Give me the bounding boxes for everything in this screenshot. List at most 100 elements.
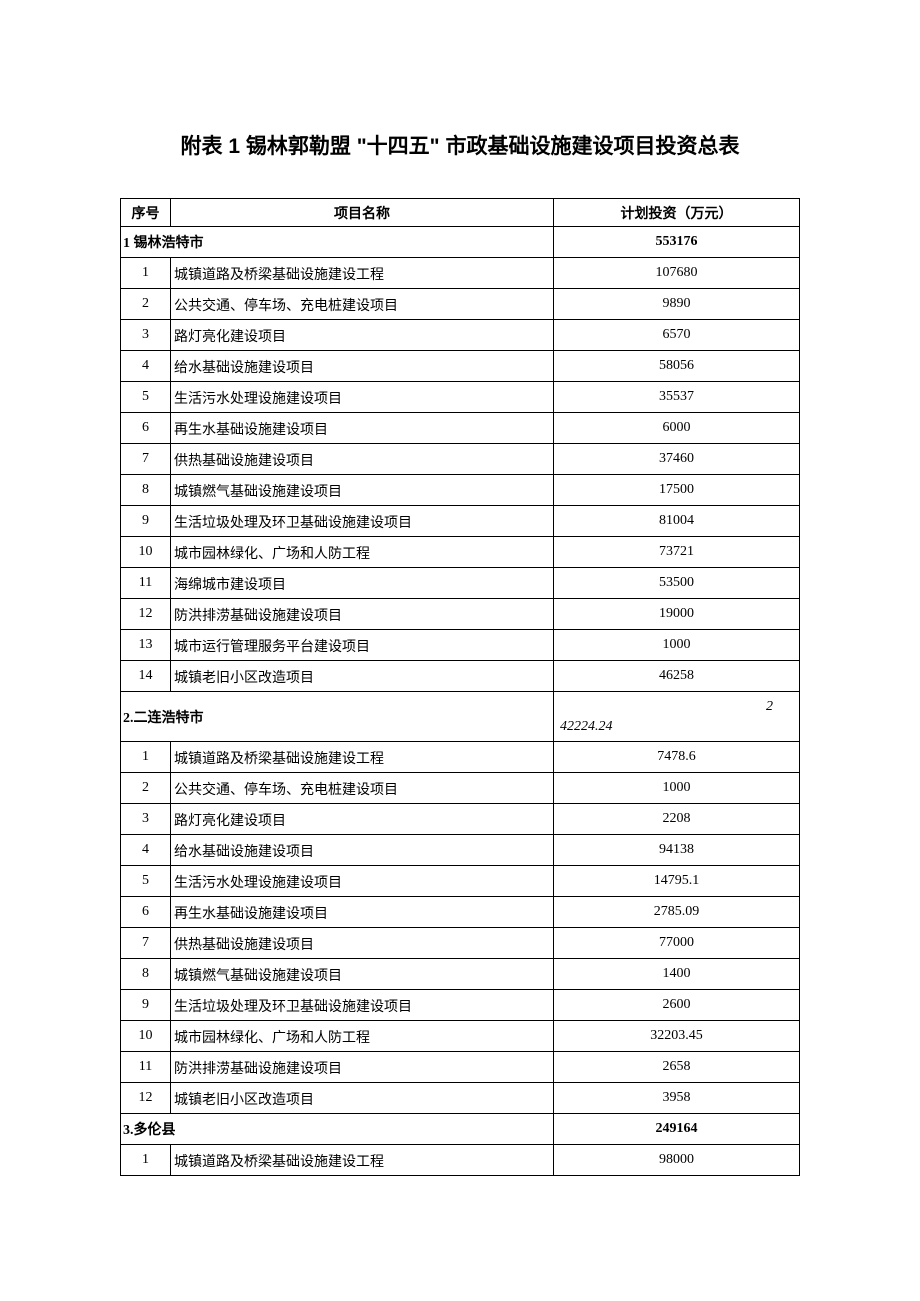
table-row: 8城镇燃气基础设施建设项目17500 bbox=[121, 475, 800, 506]
row-name: 公共交通、停车场、充电桩建设项目 bbox=[171, 773, 554, 804]
row-name: 供热基础设施建设项目 bbox=[171, 444, 554, 475]
table-row: 3.多伦县249164 bbox=[121, 1114, 800, 1145]
header-num: 序号 bbox=[121, 199, 171, 227]
row-invest: 6570 bbox=[554, 320, 800, 351]
table-row: 3路灯亮化建设项目6570 bbox=[121, 320, 800, 351]
row-name: 给水基础设施建设项目 bbox=[171, 351, 554, 382]
row-invest: 32203.45 bbox=[554, 1021, 800, 1052]
table-row: 4给水基础设施建设项目94138 bbox=[121, 835, 800, 866]
table-row: 14城镇老旧小区改造项目46258 bbox=[121, 661, 800, 692]
row-invest: 1400 bbox=[554, 959, 800, 990]
row-invest: 7478.6 bbox=[554, 742, 800, 773]
table-header-row: 序号 项目名称 计划投资（万元） bbox=[121, 199, 800, 227]
row-num: 3 bbox=[121, 804, 171, 835]
row-invest: 73721 bbox=[554, 537, 800, 568]
row-invest: 17500 bbox=[554, 475, 800, 506]
row-name: 城镇道路及桥梁基础设施建设工程 bbox=[171, 742, 554, 773]
table-row: 3路灯亮化建设项目2208 bbox=[121, 804, 800, 835]
table-row: 11防洪排涝基础设施建设项目2658 bbox=[121, 1052, 800, 1083]
row-name: 城镇老旧小区改造项目 bbox=[171, 1083, 554, 1114]
row-num: 8 bbox=[121, 959, 171, 990]
row-name: 海绵城市建设项目 bbox=[171, 568, 554, 599]
table-row: 1城镇道路及桥梁基础设施建设工程98000 bbox=[121, 1145, 800, 1176]
table-title: 附表 1 锡林郭勒盟 "十四五" 市政基础设施建设项目投资总表 bbox=[120, 130, 800, 160]
header-invest: 计划投资（万元） bbox=[554, 199, 800, 227]
row-invest: 81004 bbox=[554, 506, 800, 537]
table-row: 6再生水基础设施建设项目6000 bbox=[121, 413, 800, 444]
row-name: 生活污水处理设施建设项目 bbox=[171, 866, 554, 897]
table-row: 1 锡林浩特市553176 bbox=[121, 227, 800, 258]
section-label: 3.多伦县 bbox=[121, 1114, 554, 1145]
section-label: 1 锡林浩特市 bbox=[121, 227, 554, 258]
row-num: 7 bbox=[121, 928, 171, 959]
row-num: 5 bbox=[121, 382, 171, 413]
row-num: 1 bbox=[121, 258, 171, 289]
table-row: 12防洪排涝基础设施建设项目19000 bbox=[121, 599, 800, 630]
row-num: 12 bbox=[121, 599, 171, 630]
row-num: 8 bbox=[121, 475, 171, 506]
row-name: 给水基础设施建设项目 bbox=[171, 835, 554, 866]
table-row: 12城镇老旧小区改造项目3958 bbox=[121, 1083, 800, 1114]
row-num: 4 bbox=[121, 351, 171, 382]
row-num: 13 bbox=[121, 630, 171, 661]
table-row: 9生活垃圾处理及环卫基础设施建设项目81004 bbox=[121, 506, 800, 537]
row-invest: 1000 bbox=[554, 630, 800, 661]
row-invest: 1000 bbox=[554, 773, 800, 804]
row-num: 3 bbox=[121, 320, 171, 351]
row-invest: 19000 bbox=[554, 599, 800, 630]
row-num: 6 bbox=[121, 413, 171, 444]
row-num: 9 bbox=[121, 506, 171, 537]
row-num: 9 bbox=[121, 990, 171, 1021]
row-invest: 35537 bbox=[554, 382, 800, 413]
row-name: 再生水基础设施建设项目 bbox=[171, 413, 554, 444]
table-row: 9生活垃圾处理及环卫基础设施建设项目2600 bbox=[121, 990, 800, 1021]
row-num: 7 bbox=[121, 444, 171, 475]
row-invest: 2208 bbox=[554, 804, 800, 835]
table-row: 7供热基础设施建设项目77000 bbox=[121, 928, 800, 959]
row-name: 城镇道路及桥梁基础设施建设工程 bbox=[171, 1145, 554, 1176]
table-row: 5生活污水处理设施建设项目14795.1 bbox=[121, 866, 800, 897]
row-invest: 2658 bbox=[554, 1052, 800, 1083]
row-invest: 58056 bbox=[554, 351, 800, 382]
table-body: 1 锡林浩特市5531761城镇道路及桥梁基础设施建设工程1076802公共交通… bbox=[121, 227, 800, 1176]
header-name: 项目名称 bbox=[171, 199, 554, 227]
section-label: 2.二连浩特市 bbox=[121, 692, 554, 742]
row-invest: 9890 bbox=[554, 289, 800, 320]
row-invest: 2785.09 bbox=[554, 897, 800, 928]
row-invest: 53500 bbox=[554, 568, 800, 599]
row-num: 14 bbox=[121, 661, 171, 692]
row-name: 供热基础设施建设项目 bbox=[171, 928, 554, 959]
row-invest: 6000 bbox=[554, 413, 800, 444]
row-num: 10 bbox=[121, 537, 171, 568]
row-invest: 37460 bbox=[554, 444, 800, 475]
row-num: 6 bbox=[121, 897, 171, 928]
table-row: 10城市园林绿化、广场和人防工程73721 bbox=[121, 537, 800, 568]
row-invest: 98000 bbox=[554, 1145, 800, 1176]
row-num: 4 bbox=[121, 835, 171, 866]
row-name: 路灯亮化建设项目 bbox=[171, 320, 554, 351]
row-name: 城镇道路及桥梁基础设施建设工程 bbox=[171, 258, 554, 289]
investment-table: 序号 项目名称 计划投资（万元） 1 锡林浩特市5531761城镇道路及桥梁基础… bbox=[120, 198, 800, 1176]
row-name: 城市园林绿化、广场和人防工程 bbox=[171, 537, 554, 568]
row-invest: 2600 bbox=[554, 990, 800, 1021]
row-invest: 94138 bbox=[554, 835, 800, 866]
section-total: 553176 bbox=[554, 227, 800, 258]
table-row: 2公共交通、停车场、充电桩建设项目9890 bbox=[121, 289, 800, 320]
row-name: 防洪排涝基础设施建设项目 bbox=[171, 1052, 554, 1083]
row-num: 5 bbox=[121, 866, 171, 897]
row-num: 1 bbox=[121, 1145, 171, 1176]
row-name: 公共交通、停车场、充电桩建设项目 bbox=[171, 289, 554, 320]
row-num: 1 bbox=[121, 742, 171, 773]
row-name: 再生水基础设施建设项目 bbox=[171, 897, 554, 928]
table-row: 10城市园林绿化、广场和人防工程32203.45 bbox=[121, 1021, 800, 1052]
row-invest: 77000 bbox=[554, 928, 800, 959]
row-invest: 46258 bbox=[554, 661, 800, 692]
table-row: 4给水基础设施建设项目58056 bbox=[121, 351, 800, 382]
row-name: 防洪排涝基础设施建设项目 bbox=[171, 599, 554, 630]
row-num: 11 bbox=[121, 568, 171, 599]
row-num: 12 bbox=[121, 1083, 171, 1114]
section-total: 249164 bbox=[554, 1114, 800, 1145]
table-row: 1城镇道路及桥梁基础设施建设工程7478.6 bbox=[121, 742, 800, 773]
row-name: 路灯亮化建设项目 bbox=[171, 804, 554, 835]
row-name: 城镇老旧小区改造项目 bbox=[171, 661, 554, 692]
